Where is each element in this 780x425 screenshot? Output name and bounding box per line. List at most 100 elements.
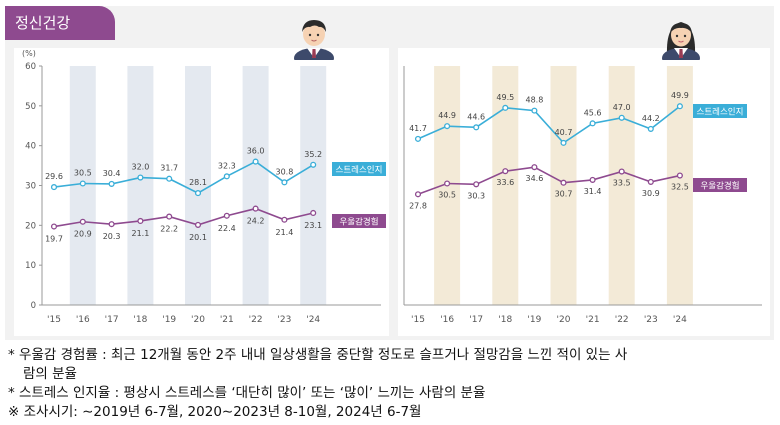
data-label-depression: 34.6: [525, 174, 543, 183]
data-point-depression: [137, 217, 144, 225]
y-tick-label: 40: [25, 142, 36, 152]
x-tick-label: '20: [557, 315, 571, 325]
data-label-stress: 47.0: [613, 103, 631, 112]
data-label-stress: 41.7: [409, 124, 427, 133]
data-label-depression: 33.5: [613, 179, 631, 188]
data-point-stress: [589, 120, 596, 127]
data-label-depression: 27.8: [409, 201, 427, 210]
male-chart-area: (%) 0 10 20 30 40 50 60 '15 '16 '17 '18 '19 '20 '21 '22…: [14, 48, 389, 336]
note-depression-definition: * 우울감 경험률 : 최근 12개월 동안 2주 내내 일상생활을 중단할 정…: [8, 347, 628, 363]
series-tag-label-stress: 스트레스인지: [336, 165, 383, 176]
footnotes: * 우울감 경험률 : 최근 12개월 동안 2주 내내 일상생활을 중단할 정…: [8, 346, 778, 422]
data-label-depression: 20.9: [74, 230, 92, 239]
series-tag-box-stress: [693, 104, 747, 118]
data-label-stress: 32.0: [131, 163, 149, 172]
data-label-stress: 44.9: [438, 111, 456, 120]
x-tick-label: '20: [191, 315, 205, 325]
shaded-year-band: [300, 66, 327, 305]
data-label-stress: 36.0: [247, 147, 265, 156]
data-point-depression: [166, 213, 173, 220]
data-point-stress: [223, 173, 230, 180]
data-point-stress: [531, 107, 538, 114]
y-tick-label: 10: [25, 261, 36, 271]
note-depression-definition-cont: 람의 분율: [23, 366, 77, 382]
data-label-stress: 45.6: [584, 108, 602, 117]
data-point-stress: [50, 184, 58, 191]
section-title-tab: 정신건강: [5, 6, 115, 40]
data-point-depression: [444, 180, 451, 187]
data-point-stress: [137, 174, 144, 181]
data-label-depression: 19.7: [45, 235, 63, 244]
data-point-depression: [50, 223, 58, 230]
note-survey-period: ※ 조사시기: ∼2019년 6-7월, 2020∼2023년 8-10월, 2…: [8, 404, 422, 420]
data-point-depression: [647, 178, 654, 185]
data-label-depression: 30.5: [438, 191, 456, 200]
data-point-stress: [281, 179, 288, 186]
data-label-depression: 21.1: [131, 229, 149, 238]
series-tag-box-depression: [693, 178, 747, 192]
data-label-stress: 30.4: [103, 169, 121, 178]
data-label-depression: 21.4: [275, 228, 293, 237]
x-tick-label: '16: [76, 315, 90, 325]
data-point-stress: [473, 124, 480, 131]
series-tag-label-depression: 우울감경험: [700, 181, 739, 192]
x-tick-label: '21: [586, 315, 600, 325]
data-label-stress: 40.7: [555, 128, 573, 137]
y-tick-label: 60: [25, 62, 36, 72]
data-point-depression: [502, 168, 509, 175]
data-point-stress: [108, 180, 115, 187]
x-tick-label: '23: [644, 315, 658, 325]
data-label-depression: 30.3: [467, 191, 485, 200]
data-point-depression: [560, 179, 567, 186]
data-label-depression: 32.5: [671, 183, 689, 192]
data-point-stress: [444, 123, 451, 130]
data-label-depression: 24.2: [247, 217, 265, 226]
data-label-stress: 32.3: [218, 161, 236, 170]
data-point-depression: [473, 181, 480, 188]
data-label-depression: 23.1: [304, 221, 322, 230]
x-tick-label: '17: [469, 315, 483, 325]
data-point-stress: [502, 104, 509, 111]
data-label-depression: 20.3: [103, 232, 121, 241]
y-tick-label: 50: [25, 102, 36, 112]
data-label-depression: 30.9: [642, 189, 660, 198]
data-point-depression: [79, 218, 86, 225]
data-label-depression: 20.1: [189, 233, 207, 242]
data-point-stress: [310, 161, 317, 168]
male-line-chart: (%) 0 10 20 30 40 50 60 '15 '16 '17 '18 '19 '20 '21 '22…: [22, 49, 386, 325]
series-line-depression: [417, 166, 681, 196]
data-point-depression: [618, 168, 625, 175]
data-label-depression: 33.6: [496, 178, 514, 187]
data-label-stress: 49.9: [671, 91, 689, 100]
data-point-stress: [618, 114, 625, 121]
data-point-stress: [252, 158, 259, 165]
y-tick-label: 30: [25, 182, 36, 192]
data-point-depression: [252, 205, 259, 212]
x-tick-label: '21: [220, 315, 234, 325]
data-label-depression: 22.4: [218, 224, 236, 233]
shaded-year-band: [242, 66, 269, 305]
data-point-stress: [79, 180, 86, 187]
data-label-stress: 35.2: [304, 150, 322, 159]
x-tick-label: '24: [673, 315, 687, 325]
x-tick-label: '15: [411, 315, 425, 325]
x-tick-label: '19: [527, 315, 541, 325]
female-line-chart: '15 '16 '17 '18 '19 '20 '21 '22 '23 '24 41.7 44.9 44…: [403, 66, 762, 325]
data-point-stress: [414, 135, 422, 142]
shaded-year-band: [608, 66, 635, 305]
female-chart-area: '15 '16 '17 '18 '19 '20 '21 '22 '23 '24 41.7 44.9 44…: [398, 48, 770, 336]
series-line-stress: [417, 105, 681, 144]
data-point-depression: [194, 221, 202, 228]
series-tag-box-stress: [332, 162, 386, 176]
x-tick-label: '22: [615, 315, 629, 325]
x-tick-label: '15: [47, 315, 61, 325]
data-point-stress: [194, 190, 202, 197]
data-point-depression: [589, 176, 596, 183]
data-label-depression: 31.4: [584, 187, 602, 196]
shaded-year-band: [127, 66, 154, 305]
data-point-stress: [647, 125, 654, 132]
male-student-avatar-icon: [294, 20, 334, 60]
shaded-year-band: [185, 66, 211, 305]
data-point-depression: [108, 221, 115, 228]
x-tick-label: '18: [498, 315, 512, 325]
